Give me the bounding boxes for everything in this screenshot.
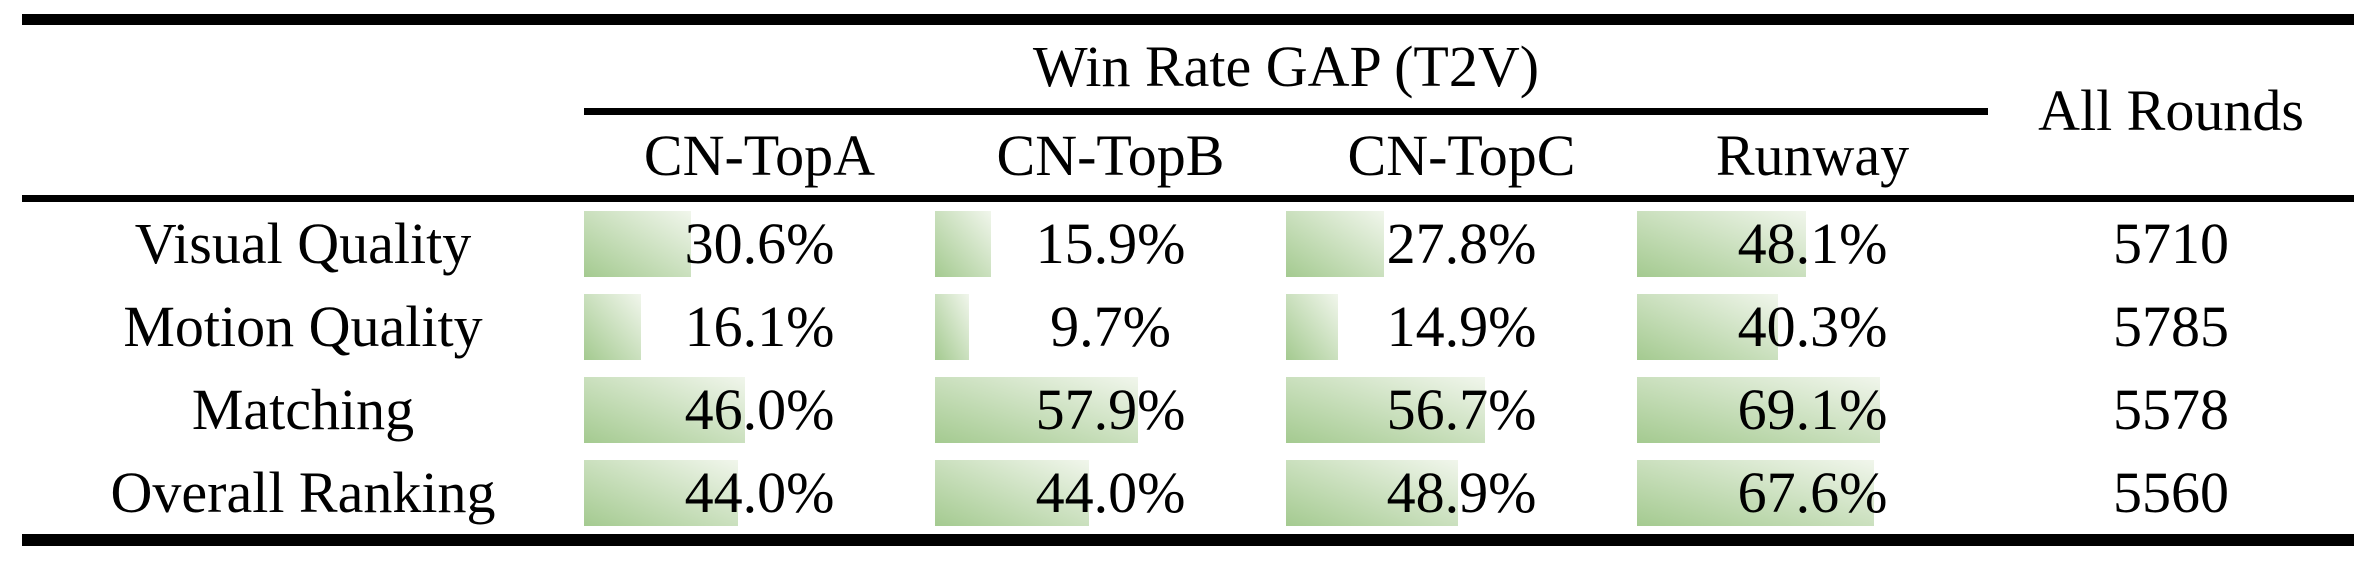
results-table: Win Rate GAP (T2V) All Rounds CN-TopA CN… <box>22 14 2354 546</box>
value-text: 27.8% <box>1386 211 1537 276</box>
value-text: 67.6% <box>1737 460 1888 525</box>
row-label: Visual Quality <box>134 211 472 276</box>
table-header: Win Rate GAP (T2V) All Rounds CN-TopA CN… <box>22 25 2354 195</box>
all-rounds-value: 5785 <box>2113 294 2229 359</box>
table-bottom-rule <box>22 534 2354 546</box>
all-rounds-value: 5560 <box>2113 460 2229 525</box>
group-header-win-rate-gap: Win Rate GAP (T2V) <box>584 25 1988 115</box>
table-top-rule <box>22 14 2354 25</box>
column-header-cn-topb: CN-TopB <box>996 122 1225 188</box>
column-header-cn-topc: CN-TopC <box>1347 122 1576 188</box>
value-cell: 48.1% <box>1637 202 1988 285</box>
value-bar <box>584 210 692 277</box>
header-separator-rule <box>22 195 2354 202</box>
value-cell: 40.3% <box>1637 285 1988 368</box>
value-bar <box>1286 293 1339 360</box>
value-cell: 46.0% <box>584 368 935 451</box>
value-cell: 56.7% <box>1286 368 1637 451</box>
value-text: 44.0% <box>684 460 835 525</box>
value-bar <box>1637 293 1779 360</box>
value-bar <box>1637 459 1875 526</box>
value-text: 57.9% <box>1035 377 1186 442</box>
value-bar <box>935 376 1139 443</box>
value-cell: 9.7% <box>935 285 1286 368</box>
value-bar <box>935 459 1090 526</box>
row-label: Matching <box>191 377 415 442</box>
value-bar <box>1286 376 1486 443</box>
all-rounds-value: 5578 <box>2113 377 2229 442</box>
row-label: Overall Ranking <box>110 460 496 525</box>
value-cell: 48.9% <box>1286 451 1637 534</box>
value-cell: 27.8% <box>1286 202 1637 285</box>
value-cell: 44.0% <box>584 451 935 534</box>
column-header-runway: Runway <box>1715 122 1910 188</box>
value-cell: 16.1% <box>584 285 935 368</box>
value-text: 46.0% <box>684 377 835 442</box>
value-text: 30.6% <box>684 211 835 276</box>
all-rounds-value: 5710 <box>2113 211 2229 276</box>
value-cell: 44.0% <box>935 451 1286 534</box>
value-text: 56.7% <box>1386 377 1537 442</box>
value-text: 48.9% <box>1386 460 1537 525</box>
value-bar <box>584 459 739 526</box>
value-bar <box>935 210 991 277</box>
row-label: Motion Quality <box>123 294 483 359</box>
table-body: Visual Quality 30.6% 15.9% 27.8% 48.1% 5… <box>22 202 2354 534</box>
column-header-cn-topa: CN-TopA <box>643 122 876 188</box>
value-text: 44.0% <box>1035 460 1186 525</box>
value-cell: 67.6% <box>1637 451 1988 534</box>
value-text: 16.1% <box>684 294 835 359</box>
value-cell: 69.1% <box>1637 368 1988 451</box>
value-bar <box>1286 210 1384 277</box>
value-text: 15.9% <box>1035 211 1186 276</box>
value-cell: 30.6% <box>584 202 935 285</box>
column-header-all-rounds: All Rounds <box>2038 77 2304 143</box>
value-bar <box>584 376 746 443</box>
value-text: 9.7% <box>1050 294 1171 359</box>
value-bar <box>1637 210 1806 277</box>
value-text: 69.1% <box>1737 377 1888 442</box>
value-bar <box>1637 376 1880 443</box>
value-text: 40.3% <box>1737 294 1888 359</box>
value-cell: 57.9% <box>935 368 1286 451</box>
value-text: 14.9% <box>1386 294 1537 359</box>
value-bar <box>584 293 641 360</box>
value-bar <box>1286 459 1458 526</box>
value-cell: 15.9% <box>935 202 1286 285</box>
value-text: 48.1% <box>1737 211 1888 276</box>
value-cell: 14.9% <box>1286 285 1637 368</box>
value-bar <box>935 293 970 360</box>
